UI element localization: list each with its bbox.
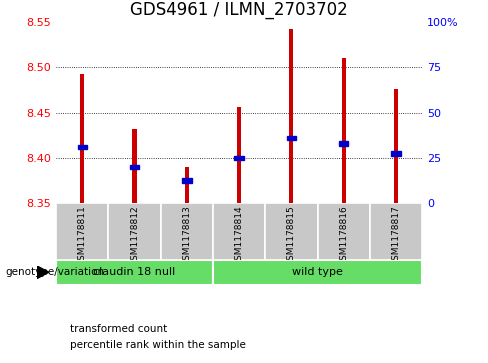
Text: claudin 18 null: claudin 18 null <box>93 267 176 277</box>
Text: genotype/variation: genotype/variation <box>5 267 104 277</box>
Bar <box>182 178 191 183</box>
Bar <box>56 203 108 260</box>
Text: GSM1178815: GSM1178815 <box>287 205 296 266</box>
Bar <box>391 151 401 156</box>
Bar <box>80 74 84 203</box>
Text: GSM1178814: GSM1178814 <box>235 205 244 266</box>
Text: percentile rank within the sample: percentile rank within the sample <box>70 340 245 350</box>
Bar <box>161 203 213 260</box>
Bar <box>108 203 161 260</box>
Text: GSM1178811: GSM1178811 <box>78 205 87 266</box>
Bar <box>130 165 139 169</box>
Bar <box>56 260 213 285</box>
Bar <box>342 58 346 203</box>
Bar <box>213 203 265 260</box>
Bar <box>318 203 370 260</box>
Text: wild type: wild type <box>292 267 343 277</box>
Bar <box>213 260 422 285</box>
Bar <box>132 129 137 203</box>
Text: GSM1178812: GSM1178812 <box>130 205 139 266</box>
Bar <box>287 136 296 140</box>
Bar <box>339 141 348 146</box>
Bar <box>185 167 189 203</box>
Text: GSM1178813: GSM1178813 <box>183 205 191 266</box>
Title: GDS4961 / ILMN_2703702: GDS4961 / ILMN_2703702 <box>130 1 348 19</box>
Bar <box>234 156 244 160</box>
Polygon shape <box>37 266 49 279</box>
Bar <box>289 29 293 203</box>
Text: GSM1178816: GSM1178816 <box>339 205 348 266</box>
Text: transformed count: transformed count <box>70 324 167 334</box>
Bar <box>237 107 241 203</box>
Bar <box>394 89 398 203</box>
Bar <box>370 203 422 260</box>
Text: GSM1178817: GSM1178817 <box>391 205 401 266</box>
Bar <box>265 203 318 260</box>
Bar <box>78 145 87 149</box>
